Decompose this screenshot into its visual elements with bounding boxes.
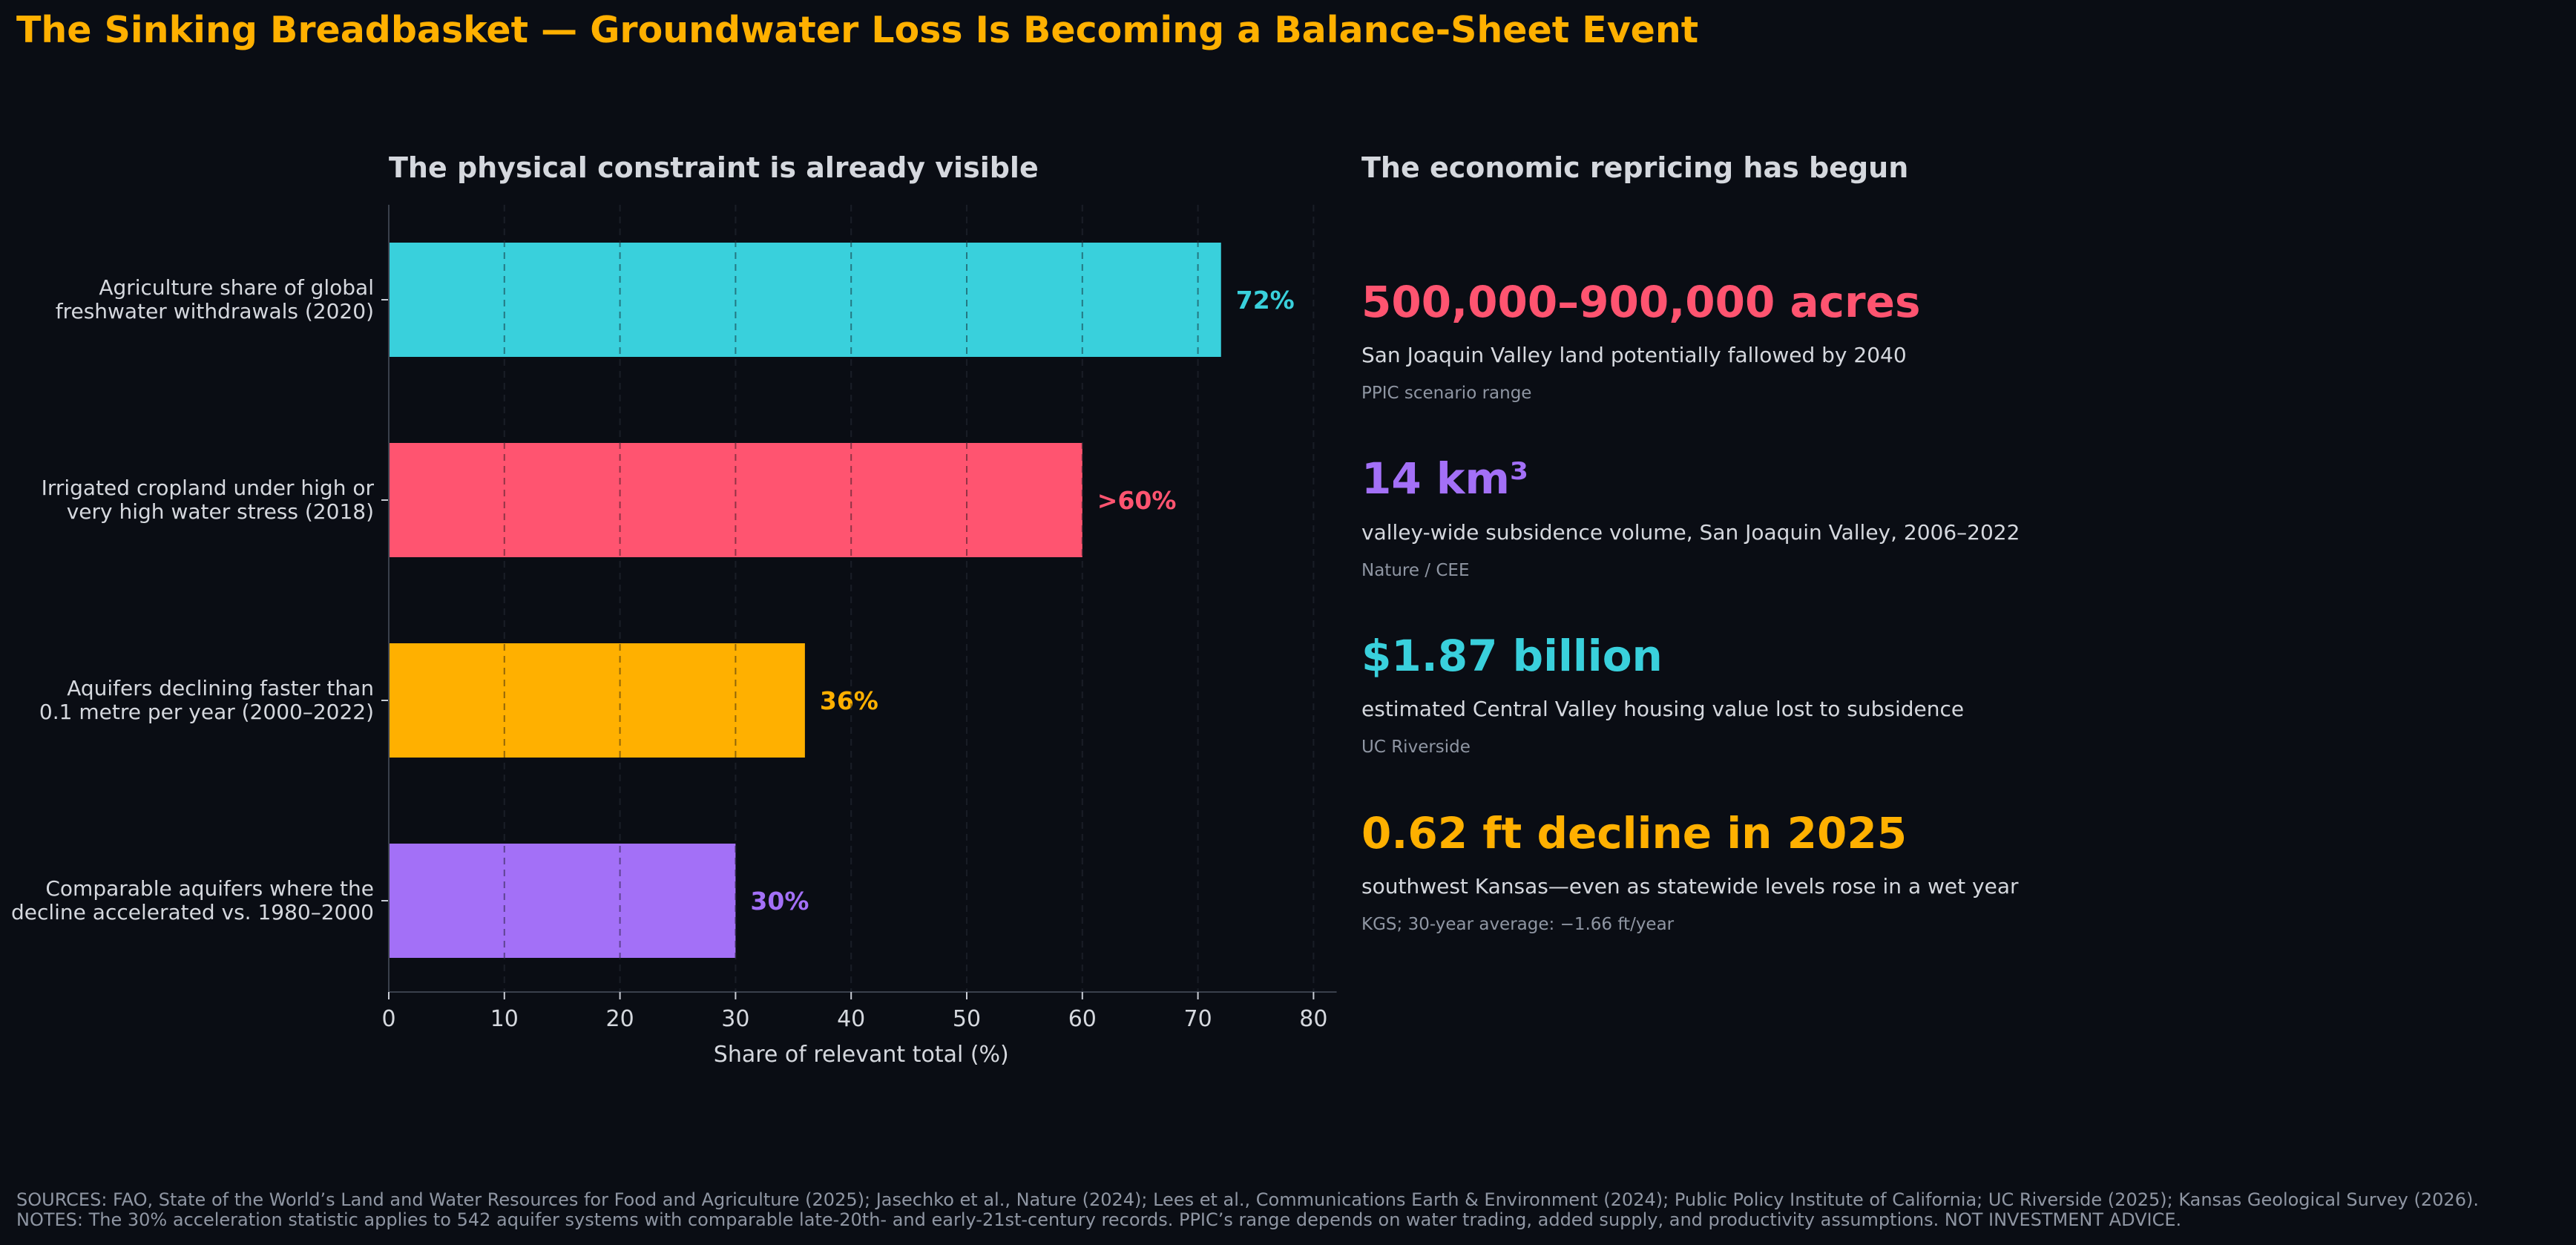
page-title: The Sinking Breadbasket — Groundwater Lo… <box>16 9 1699 51</box>
x-tick-label-6: 60 <box>1068 1006 1097 1032</box>
stat-value-kansas-decline: 0.62 ft decline in 2025 <box>1361 808 1908 858</box>
stat-value-fallowed-acres: 500,000–900,000 acres <box>1361 277 1921 327</box>
category-label-3-1: decline accelerated vs. 1980–2000 <box>11 900 374 924</box>
stat-source-housing-loss: UC Riverside <box>1361 738 1471 757</box>
x-tick-label-1: 10 <box>490 1006 519 1032</box>
x-tick-label-7: 70 <box>1184 1006 1212 1032</box>
bar-0 <box>389 243 1221 357</box>
value-label-0: 72% <box>1236 286 1295 315</box>
stat-source-kansas-decline: KGS; 30-year average: −1.66 ft/year <box>1361 915 1675 934</box>
stat-value-subsidence-volume: 14 km³ <box>1361 453 1529 504</box>
stat-value-housing-loss: $1.87 billion <box>1361 631 1663 681</box>
category-label-3-0: Comparable aquifers where the <box>45 876 374 901</box>
category-label-1-1: very high water stress (2018) <box>67 499 374 524</box>
chart-panel-title: The physical constraint is already visib… <box>389 151 1039 184</box>
value-label-1: >60% <box>1097 486 1177 515</box>
footer-notes: NOTES: The 30% acceleration statistic ap… <box>16 1209 2182 1230</box>
x-tick-label-8: 80 <box>1299 1006 1327 1032</box>
stat-description-housing-loss: estimated Central Valley housing value l… <box>1361 697 1965 721</box>
bar-2 <box>389 643 805 758</box>
stat-description-fallowed-acres: San Joaquin Valley land potentially fall… <box>1361 343 1907 367</box>
category-label-2-1: 0.1 metre per year (2000–2022) <box>39 700 374 724</box>
footer-sources: SOURCES: FAO, State of the World’s Land … <box>16 1189 2479 1210</box>
stat-source-fallowed-acres: PPIC scenario range <box>1361 384 1532 403</box>
stat-source-subsidence-volume: Nature / CEE <box>1361 561 1470 580</box>
category-label-0-0: Agriculture share of global <box>99 275 374 300</box>
category-label-1-0: Irrigated cropland under high or <box>42 476 375 500</box>
stat-description-subsidence-volume: valley-wide subsidence volume, San Joaqu… <box>1361 520 2020 545</box>
bar-1 <box>389 443 1082 557</box>
x-tick-label-0: 0 <box>381 1006 395 1032</box>
x-tick-label-3: 30 <box>721 1006 749 1032</box>
value-label-2: 36% <box>820 686 878 715</box>
x-tick-label-2: 20 <box>606 1006 634 1032</box>
category-label-0-1: freshwater withdrawals (2020) <box>56 299 374 323</box>
x-axis-title: Share of relevant total (%) <box>714 1042 1009 1068</box>
x-tick-label-4: 40 <box>837 1006 865 1032</box>
bar-3 <box>389 844 736 958</box>
x-tick-label-5: 50 <box>953 1006 981 1032</box>
category-label-2-0: Aquifers declining faster than <box>67 676 374 700</box>
stats-panel-title: The economic repricing has begun <box>1361 151 1909 184</box>
value-label-3: 30% <box>750 887 809 916</box>
stat-description-kansas-decline: southwest Kansas—even as statewide level… <box>1361 874 2019 899</box>
